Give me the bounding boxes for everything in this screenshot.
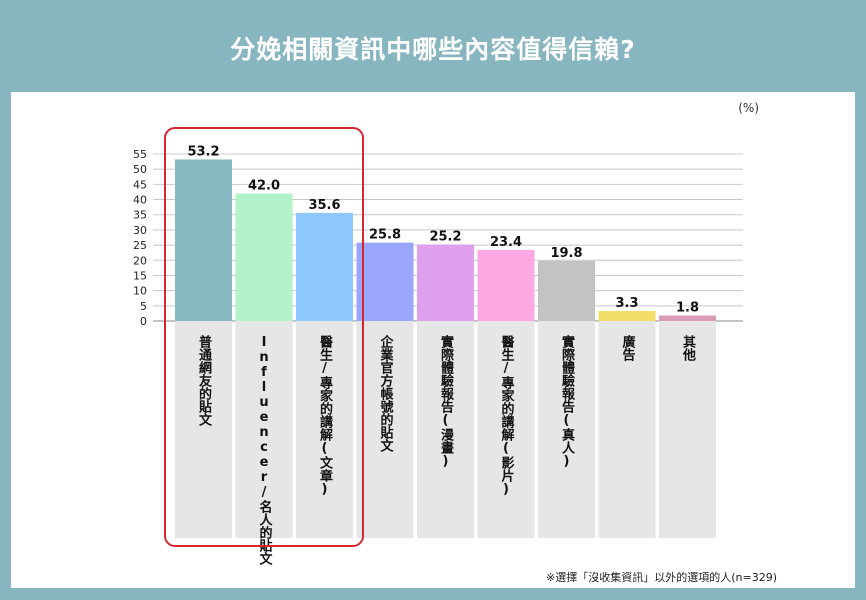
category-label-bands xyxy=(175,321,716,538)
page-title: 分娩相關資訊中哪些內容值得信賴? xyxy=(230,35,636,64)
data-label: 25.2 xyxy=(429,229,461,244)
y-tick-label: 25 xyxy=(133,239,147,252)
y-tick-label: 0 xyxy=(140,315,147,328)
data-label: 35.6 xyxy=(308,198,340,213)
y-tick-label: 5 xyxy=(140,300,147,313)
category-labels: 普通網友的貼文 Influencer/名人的貼文 醫生/專家的講解(文章) 企業官方帳… xyxy=(196,334,697,566)
category-band xyxy=(598,321,656,538)
data-label: 23.4 xyxy=(490,235,522,250)
bar xyxy=(296,212,353,321)
category-label: 普通網友的貼文 xyxy=(196,334,212,427)
category-band xyxy=(538,321,595,538)
data-label: 25.8 xyxy=(369,228,401,243)
y-tick-label: 30 xyxy=(133,224,147,237)
category-label: 其他 xyxy=(680,334,697,362)
bar xyxy=(356,242,414,321)
category-label: 企業官方帳號的貼文 xyxy=(378,334,395,453)
bar xyxy=(477,249,535,321)
category-label: 醫生/專家的講解(影片) xyxy=(499,335,516,497)
category-band xyxy=(477,321,535,538)
bar xyxy=(417,244,474,321)
y-tick-label: 35 xyxy=(133,209,147,222)
data-label: 53.2 xyxy=(187,144,219,159)
data-label: 3.3 xyxy=(615,296,638,311)
bar xyxy=(538,260,595,321)
footnote: ※選擇「沒收集資訊」以外的選項的人(n=329) xyxy=(546,570,777,584)
y-tick-label: 20 xyxy=(133,254,147,267)
y-axis-ticks: 0 5 10 15 20 25 30 35 40 45 50 55 xyxy=(133,148,147,328)
category-band xyxy=(175,321,232,538)
bar-chart: 53.2 42.0 35.6 25.8 25.2 23.4 19.8 3.3 1.8 0 5 10 1… xyxy=(133,101,777,584)
bars xyxy=(175,159,716,321)
bar xyxy=(659,315,716,321)
category-label: 實際體驗報告(真人) xyxy=(559,334,575,469)
data-label: 42.0 xyxy=(248,178,280,193)
bar xyxy=(598,310,656,321)
category-band xyxy=(356,321,414,538)
category-label: 醫生/專家的講解(文章) xyxy=(317,335,334,497)
category-label: Influencer/名人的貼文 xyxy=(257,335,273,566)
category-band xyxy=(417,321,474,538)
y-tick-label: 45 xyxy=(133,178,147,191)
value-labels: 53.2 42.0 35.6 25.8 25.2 23.4 19.8 3.3 1.8 xyxy=(187,144,699,315)
category-band xyxy=(235,321,293,538)
y-tick-label: 50 xyxy=(133,163,147,176)
chart-panel: 53.2 42.0 35.6 25.8 25.2 23.4 19.8 3.3 1.8 0 5 10 1… xyxy=(11,92,855,588)
category-band xyxy=(659,321,716,538)
highlight-box xyxy=(164,127,364,547)
unit-label: (%) xyxy=(738,101,759,115)
y-tick-label: 15 xyxy=(133,269,147,282)
data-label: 19.8 xyxy=(550,246,582,261)
category-band xyxy=(296,321,353,538)
category-label: 實際體驗報告(漫畫) xyxy=(438,334,454,469)
bar xyxy=(175,159,232,321)
bar xyxy=(235,193,293,321)
y-tick-label: 55 xyxy=(133,148,147,161)
category-label: 廣告 xyxy=(620,334,636,362)
y-tick-label: 40 xyxy=(133,194,147,207)
y-tick-label: 10 xyxy=(133,285,147,298)
data-label: 1.8 xyxy=(676,301,699,316)
